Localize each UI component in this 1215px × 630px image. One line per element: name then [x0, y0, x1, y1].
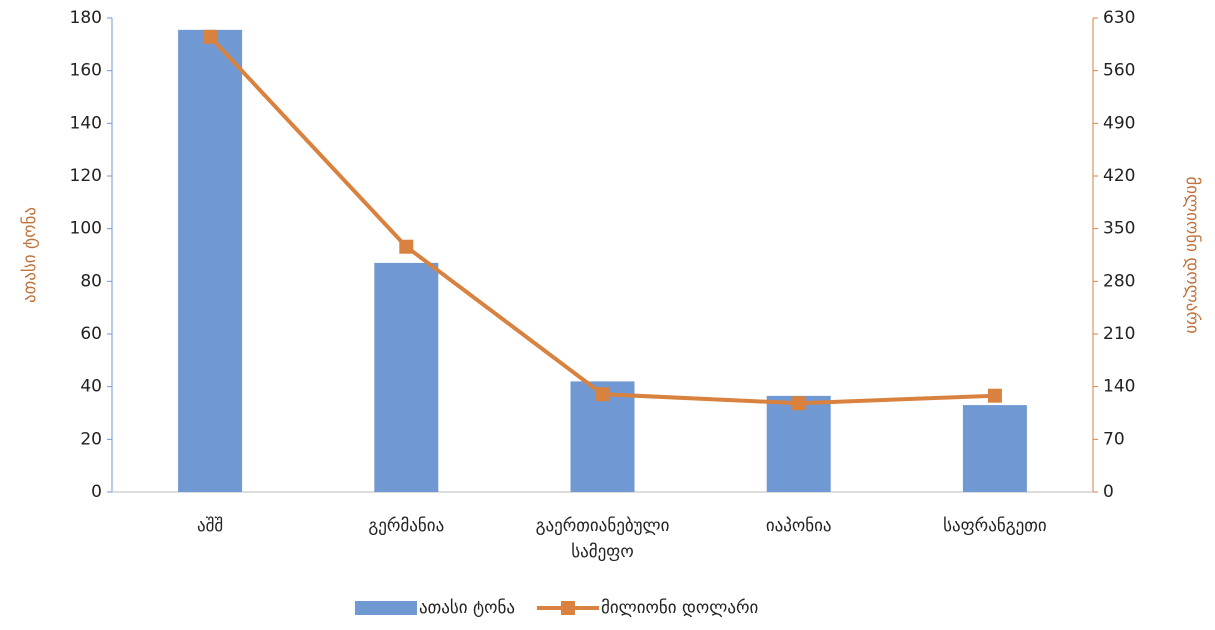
legend-swatch: [560, 601, 575, 615]
y-tick-label: 20: [80, 429, 102, 449]
y2-tick-label: 210: [1103, 324, 1135, 344]
y-tick-label: 40: [80, 377, 102, 397]
line-marker: [203, 29, 218, 44]
y2-tick-label: 0: [1103, 482, 1114, 502]
x-tick-label: გერმანია: [368, 516, 444, 536]
y-tick-label: 0: [91, 482, 102, 502]
y2-tick-label: 70: [1103, 429, 1125, 449]
y2-tick-label: 560: [1103, 61, 1135, 81]
bar: [766, 395, 831, 492]
y2-tick-label: 490: [1103, 113, 1135, 133]
bar: [178, 29, 243, 492]
line-marker: [595, 387, 610, 402]
y2-tick-label: 140: [1103, 377, 1135, 397]
bar: [962, 405, 1027, 492]
line-marker: [791, 396, 806, 411]
y-tick-label: 160: [70, 61, 102, 81]
y-tick-label: 60: [80, 324, 102, 344]
legend-swatch: [355, 601, 417, 615]
y-tick-label: 180: [70, 8, 102, 28]
y2-tick-label: 350: [1103, 219, 1135, 239]
x-tick-label: გაერთიანებული სამეფო: [536, 516, 670, 562]
y2-axis-title: მილიონი დოლარი: [1182, 176, 1202, 333]
line-marker: [399, 239, 414, 254]
legend-label: მილიონი დოლარი: [601, 598, 758, 618]
x-tick-label: აშშ: [197, 516, 223, 536]
y-tick-label: 80: [80, 271, 102, 291]
x-tick-label: იაპონია: [766, 516, 832, 536]
y2-tick-label: 280: [1103, 271, 1135, 291]
y-axis-title: ათასი ტონა: [20, 207, 40, 303]
line: [208, 35, 995, 406]
y-tick-label: 140: [70, 113, 102, 133]
x-tick-label: საფრანგეთი: [943, 516, 1047, 536]
legend-label: ათასი ტონა: [419, 598, 515, 618]
y-tick-label: 100: [70, 219, 102, 239]
line-marker: [987, 388, 1002, 403]
y2-tick-label: 630: [1103, 8, 1135, 28]
y2-tick-label: 420: [1103, 166, 1135, 186]
y-tick-label: 120: [70, 166, 102, 186]
bar: [374, 262, 439, 492]
